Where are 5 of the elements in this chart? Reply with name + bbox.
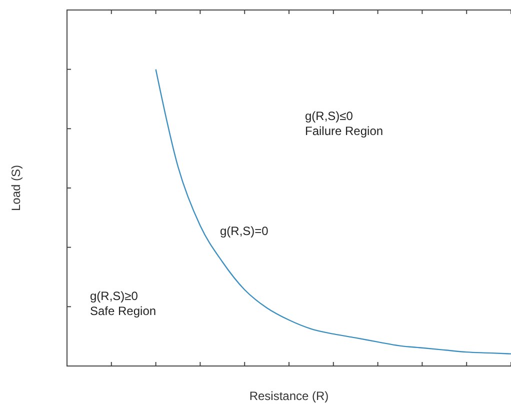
y-axis-title: Load (S) [9,164,23,212]
x-axis-title: Resistance (R) [249,389,329,403]
annotation: g(R,S)=0 [220,224,269,238]
annotation: g(R,S)≤0 Failure Region [305,109,384,138]
annotation: g(R,S)≥0 Safe Region [90,289,156,318]
